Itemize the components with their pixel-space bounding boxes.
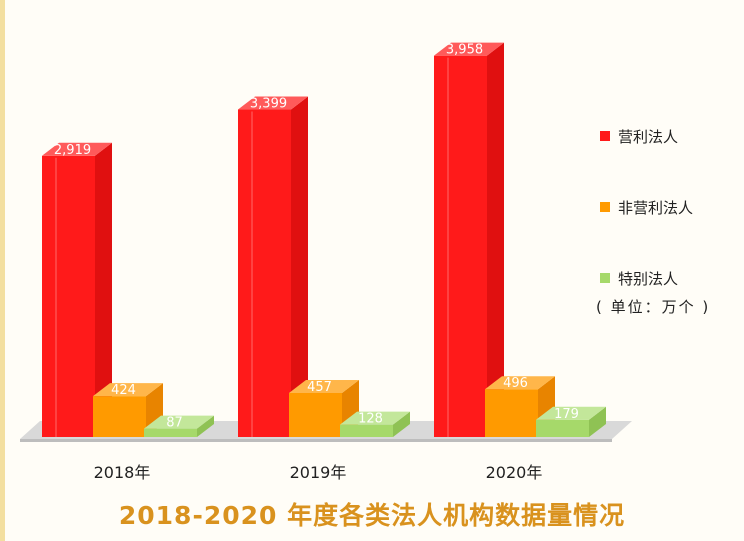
data-label-for-profit-1: 3,399 <box>250 97 287 112</box>
legend-swatch-non-profit <box>600 202 610 212</box>
legend-label-special: 特别法人 <box>618 269 679 288</box>
bar-side-for-profit-0 <box>95 142 112 437</box>
unit-note: ( 单位：万个 ) <box>596 298 711 316</box>
legend-label-for-profit: 营利法人 <box>618 127 679 146</box>
bar-top-non-profit-0 <box>93 383 163 397</box>
data-label-special-2: 179 <box>554 407 579 422</box>
bar-top-special-1 <box>340 411 410 425</box>
bar-top-non-profit-2 <box>485 376 555 390</box>
left-border-strip <box>0 0 5 541</box>
data-label-special-0: 87 <box>166 416 183 431</box>
data-label-non-profit-0: 424 <box>111 383 136 398</box>
bar-side-special-1 <box>393 411 410 437</box>
legend-item-non-profit: 非营利法人 <box>600 197 693 217</box>
legend-swatch-for-profit <box>600 131 610 141</box>
bar-non-profit-2 <box>485 376 555 437</box>
bar-special-0 <box>144 415 214 437</box>
bar-front-for-profit-0 <box>42 155 95 437</box>
bar-top-special-0 <box>144 415 214 429</box>
chart-floor-edge <box>20 439 612 442</box>
chart-title: 2018-2020 年度各类法人机构数据量情况 <box>118 501 626 530</box>
bar-top-non-profit-1 <box>289 379 359 393</box>
bar-side-for-profit-2 <box>487 42 504 438</box>
bar-top-for-profit-1 <box>238 96 308 110</box>
bar-front-special-0 <box>144 428 197 437</box>
bar-side-special-0 <box>197 415 214 437</box>
x-tick-0: 2018年 <box>94 463 151 482</box>
data-label-non-profit-1: 457 <box>307 380 332 395</box>
bar-front-non-profit-2 <box>485 389 538 437</box>
legend-label-non-profit: 非营利法人 <box>618 198 694 217</box>
bar-front-special-2 <box>536 419 589 437</box>
data-label-for-profit-2: 3,958 <box>446 43 483 58</box>
bar-for-profit-1 <box>238 96 308 437</box>
bar-top-special-2 <box>536 406 606 420</box>
bar-top-for-profit-2 <box>434 42 504 56</box>
bar-for-profit-2 <box>434 42 504 438</box>
bar-front-special-1 <box>340 424 393 437</box>
bar-side-special-2 <box>589 406 606 437</box>
bar-for-profit-0 <box>42 142 112 437</box>
data-label-non-profit-2: 496 <box>503 376 528 391</box>
legend-swatch-special <box>600 273 610 283</box>
data-label-special-1: 128 <box>358 412 383 427</box>
bar-special-2 <box>536 406 606 437</box>
bar-front-for-profit-2 <box>434 55 487 438</box>
legend-item-for-profit: 营利法人 <box>600 126 678 146</box>
bar-non-profit-0 <box>93 383 163 437</box>
bar-side-for-profit-1 <box>291 96 308 437</box>
bar-special-1 <box>340 411 410 437</box>
bar-front-non-profit-0 <box>93 396 146 437</box>
bar-top-for-profit-0 <box>42 142 112 156</box>
x-tick-1: 2019年 <box>290 463 347 482</box>
x-tick-2: 2020年 <box>486 463 543 482</box>
data-label-for-profit-0: 2,919 <box>54 143 91 158</box>
bar-front-for-profit-1 <box>238 109 291 437</box>
legend-item-special: 特别法人 <box>600 268 678 288</box>
bar-front-non-profit-1 <box>289 392 342 437</box>
